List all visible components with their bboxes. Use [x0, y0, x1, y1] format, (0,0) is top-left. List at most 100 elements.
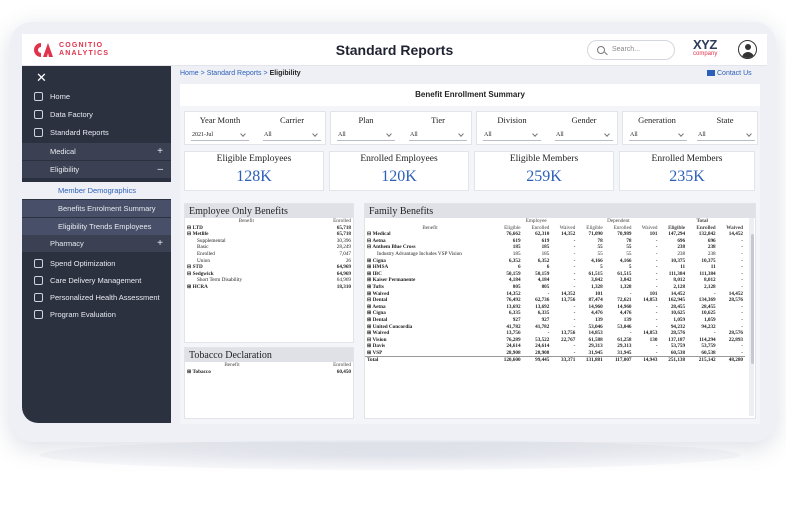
- table-cell: -: [655, 303, 658, 310]
- close-icon[interactable]: ✕: [36, 70, 47, 85]
- table-cell: 22,893: [728, 336, 743, 343]
- sidebar-item-health-assessment[interactable]: Personalized Health Assessment: [22, 289, 171, 306]
- report-area: Benefit Enrollment Summary Year Month Ca…: [180, 84, 760, 424]
- column-header[interactable]: Eligible: [504, 224, 521, 231]
- table-row[interactable]: ⊟ Medical 76,662 62,310 14,352 71,090 70,989 1…: [365, 231, 745, 238]
- table-row[interactable]: ⊟ Metlife 65,718: [185, 231, 353, 238]
- sidebar-item-medical[interactable]: Medical +: [22, 143, 171, 160]
- table-row[interactable]: ⊟ Aetna 619 619 - 78 78 - 696 696 -: [365, 238, 745, 245]
- filter-tier-select[interactable]: All: [409, 130, 467, 141]
- table-cell: 5: [600, 264, 603, 271]
- sidebar-item-eligibility[interactable]: Eligibility –: [22, 161, 171, 178]
- column-header[interactable]: Benefit: [422, 224, 438, 231]
- filter-value: 2021-Jul: [192, 132, 213, 138]
- table-cell: 14,960: [617, 303, 632, 310]
- column-header[interactable]: Benefit: [224, 362, 240, 368]
- table-row[interactable]: ⊞ Tobacco 60,450: [185, 369, 353, 376]
- filter-year-month-select[interactable]: 2021-Jul: [191, 130, 249, 141]
- table-cell: 14,853: [643, 330, 658, 337]
- table-row[interactable]: Supplemental 30,396: [185, 238, 353, 245]
- filter-value: All: [410, 132, 418, 138]
- frame-shadow: [40, 440, 740, 470]
- table-cell: -: [713, 330, 716, 337]
- sidebar-item-standard-reports[interactable]: Standard Reports: [22, 124, 171, 141]
- filter-gender-select[interactable]: All: [555, 130, 613, 141]
- sidebar-item-spend-optimization[interactable]: Spend Optimization: [22, 255, 171, 272]
- table-cell: -: [573, 270, 576, 277]
- table-row[interactable]: ⊟ Anthem Blue Cross 185 185 - 55 55 - 238 238 -: [365, 244, 745, 251]
- kpi-label: Eligible Employees: [216, 154, 292, 164]
- table-row[interactable]: ⊞ Davis 24,614 24,614 - 29,313 29,313 - 53,759 5…: [365, 343, 745, 350]
- expand-icon[interactable]: +: [157, 146, 163, 157]
- table-row[interactable]: Short Term Disability 64,969: [185, 277, 353, 284]
- table-row[interactable]: ⊞ Waived 13,756 - 13,756 14,853 - 14,853 28,576…: [365, 330, 745, 337]
- column-header[interactable]: Waived: [641, 224, 658, 231]
- table-row[interactable]: ⊞ HMSA 6 6 - 5 5 - 11 11 -: [365, 264, 745, 271]
- table-row[interactable]: ⊟ LTD 65,718: [185, 225, 353, 232]
- column-header[interactable]: Waived: [726, 224, 743, 231]
- scrollbar-thumb[interactable]: [751, 234, 754, 364]
- column-header[interactable]: Enrolled: [531, 224, 550, 231]
- table-row[interactable]: ⊞ Aetna 13,692 13,692 - 14,960 14,960 - 28,455 2…: [365, 304, 745, 311]
- table-row[interactable]: ⊟ Sedgwick 64,969: [185, 271, 353, 278]
- table-cell: 1,328: [591, 283, 603, 290]
- cognitio-logo[interactable]: COGNITIO ANALYTICS: [32, 40, 122, 60]
- table-row[interactable]: ⊟ Vision 76,289 53,522 22,767 61,588 61,258 13…: [365, 337, 745, 344]
- filter-label: Division: [497, 115, 527, 125]
- column-header[interactable]: Enrolled: [696, 224, 716, 231]
- table-cell: 60,450: [336, 368, 351, 375]
- table-row[interactable]: Union 26: [185, 258, 353, 265]
- column-header[interactable]: Enrolled: [613, 224, 632, 231]
- sidebar-item-pharmacy[interactable]: Pharmacy +: [22, 235, 171, 252]
- table-cell: 33,371: [551, 356, 578, 365]
- column-header[interactable]: Benefit: [238, 218, 254, 224]
- filter-state-select[interactable]: All: [697, 130, 755, 141]
- table-cell: 99,445: [522, 356, 552, 365]
- sidebar-item-care-delivery[interactable]: Care Delivery Management: [22, 272, 171, 289]
- contact-us-link[interactable]: Contact Us: [707, 70, 752, 77]
- table-row[interactable]: ⊟ STD 64,969: [185, 264, 353, 271]
- table-row[interactable]: ⊞ HCRA 18,310: [185, 284, 353, 291]
- filter-label: Gender: [571, 115, 597, 125]
- chevron-down-icon: [458, 131, 464, 137]
- sidebar-item-data-factory[interactable]: Data Factory: [22, 106, 171, 123]
- table-row[interactable]: ⊞ Tufts 805 805 - 1,328 1,328 - 2,128 2,128 -: [365, 284, 745, 291]
- table-row[interactable]: ⊞ Dental 927 927 - 139 139 - 1,059 1,059 -: [365, 317, 745, 324]
- column-header[interactable]: Waived: [559, 224, 576, 231]
- table-row[interactable]: ⊞ Cigna 6,335 6,335 - 4,476 4,476 - 10,625 10,62…: [365, 310, 745, 317]
- collapse-icon[interactable]: –: [157, 164, 163, 175]
- filter-carrier-select[interactable]: All: [263, 130, 321, 141]
- table-row[interactable]: Enrolled 7,047: [185, 251, 353, 258]
- filter-generation-select[interactable]: All: [629, 130, 687, 141]
- table-cell: -: [655, 257, 658, 264]
- column-header[interactable]: Eligible: [586, 224, 603, 231]
- table-row[interactable]: Industry Advantage Includes VSP Vision 18…: [365, 251, 745, 258]
- expand-icon[interactable]: +: [157, 238, 163, 249]
- sidebar-item-home[interactable]: Home: [22, 88, 171, 105]
- filter-division-select[interactable]: All: [483, 130, 541, 141]
- table-row[interactable]: ⊞ Cigna 6,352 6,352 - 4,166 4,166 - 10,375 10,37…: [365, 258, 745, 265]
- column-header[interactable]: Enrolled: [333, 218, 351, 224]
- table-row[interactable]: Basic 28,249: [185, 244, 353, 251]
- row-label: ⊞ Tufts: [367, 283, 384, 290]
- column-header[interactable]: Enrolled: [333, 362, 351, 368]
- table-row[interactable]: ⊞ Kaiser Permanente 4,184 4,184 - 3,842 3,842…: [365, 277, 745, 284]
- breadcrumb-home[interactable]: Home: [180, 70, 199, 77]
- column-header[interactable]: Eligible: [668, 224, 686, 231]
- table-row[interactable]: ⊞ United Concordia 41,782 41,782 - 53,046 53,…: [365, 324, 745, 331]
- search-input[interactable]: Search...: [587, 40, 675, 60]
- sidebar-item-benefits-enrolment-summary[interactable]: Benefits Enrolment Summary: [22, 200, 171, 217]
- sidebar-item-member-demographics[interactable]: Member Demographics: [22, 182, 171, 199]
- breadcrumb-reports[interactable]: Standard Reports: [206, 70, 262, 77]
- sidebar-item-eligibility-trends[interactable]: Eligibility Trends Employees: [22, 218, 171, 235]
- user-avatar-icon[interactable]: [738, 40, 757, 59]
- table-row[interactable]: ⊞ IBC 50,159 50,159 - 61,515 61,515 - 111,384 11…: [365, 271, 745, 278]
- filter-plan-select[interactable]: All: [337, 130, 395, 141]
- table-cell: 185: [512, 244, 521, 251]
- table-row[interactable]: ⊞ VSP 28,908 28,908 - 31,945 31,945 - 60,538 60,…: [365, 350, 745, 357]
- table-cell: 10,375: [701, 257, 716, 264]
- table-cell: 13,756: [506, 330, 521, 337]
- table-row[interactable]: ⊞ Waived 14,352 - 14,352 101 - 101 14,452 - 14,45…: [365, 291, 745, 298]
- table-row[interactable]: ⊟ Dental 76,492 62,736 13,756 87,474 72,621 14…: [365, 297, 745, 304]
- sidebar-item-program-evaluation[interactable]: Program Evaluation: [22, 306, 171, 323]
